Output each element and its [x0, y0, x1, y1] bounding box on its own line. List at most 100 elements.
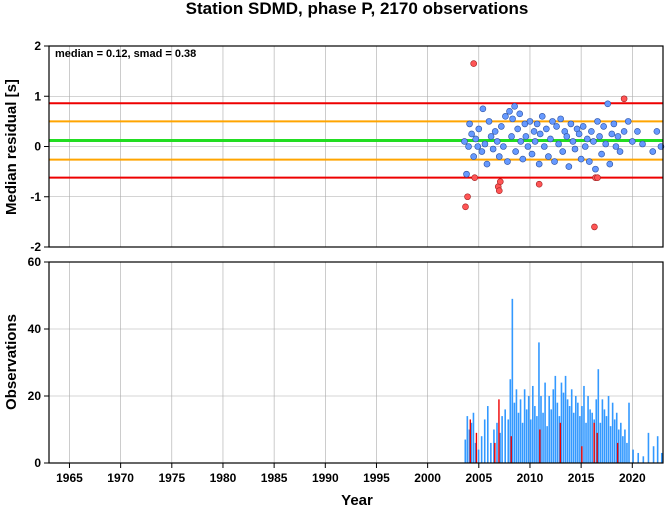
inlier-point	[583, 135, 591, 143]
inlier-point	[612, 143, 620, 150]
observation-bar	[511, 298, 514, 463]
outlier-point	[495, 187, 503, 195]
inlier-point	[543, 125, 550, 133]
observation-bar	[474, 442, 477, 463]
inlier-point	[491, 128, 499, 135]
x-tick-label: 2005	[465, 471, 492, 485]
observation-bar	[597, 369, 600, 463]
observation-bar	[624, 429, 626, 463]
observation-bar	[581, 406, 583, 463]
top-panel-reference-lines	[49, 102, 663, 179]
bottom-panel-bars	[464, 298, 663, 463]
observation-bar	[496, 422, 498, 463]
inlier-point	[466, 120, 473, 128]
observation-bar	[477, 449, 480, 463]
inlier-point	[509, 115, 516, 123]
inlier-point	[531, 138, 539, 145]
inlier-point	[485, 118, 493, 125]
inlier-point	[519, 155, 527, 163]
bottom-y-axis-label: Observations	[3, 314, 20, 410]
outlier-observation-bar	[510, 436, 512, 463]
observation-bar	[595, 399, 598, 463]
observation-bar	[480, 436, 483, 463]
inlier-point	[569, 138, 577, 145]
outlier-point	[462, 203, 469, 211]
inlier-point	[470, 153, 477, 160]
observation-bar	[542, 412, 544, 463]
observation-bar	[558, 416, 561, 463]
observation-bar	[468, 429, 471, 463]
observation-bar	[652, 446, 655, 463]
observation-bar	[570, 389, 573, 463]
observation-bar	[626, 442, 628, 463]
outlier-observation-bar	[559, 422, 562, 463]
observation-bar	[529, 419, 532, 463]
outlier-observation-bar	[593, 422, 595, 463]
observation-bar	[615, 412, 618, 463]
observation-bar	[599, 422, 602, 463]
observation-bar	[490, 442, 492, 463]
observation-bar	[579, 416, 581, 463]
observation-bar	[611, 402, 614, 463]
inlier-point	[506, 108, 513, 115]
observation-bar	[554, 375, 557, 463]
inlier-point	[649, 148, 657, 155]
top-y-tick-label: 2	[34, 39, 41, 53]
observation-bar	[493, 429, 495, 463]
observation-bar	[504, 409, 506, 463]
inlier-point	[653, 128, 661, 135]
top-y-tick-label: 0	[34, 140, 41, 154]
inlier-point	[563, 133, 571, 140]
outlier-observation-bar	[616, 442, 619, 463]
inlier-point	[586, 158, 593, 165]
inlier-point	[533, 120, 541, 128]
observation-bar	[620, 422, 622, 463]
x-tick-label: 1985	[261, 471, 288, 485]
inlier-point	[528, 150, 536, 158]
observation-bar	[628, 402, 630, 463]
observation-bar	[466, 416, 469, 463]
observation-bar	[519, 399, 522, 463]
inlier-point	[581, 143, 589, 150]
inlier-point	[474, 143, 482, 150]
inlier-point	[602, 140, 609, 148]
observation-bar	[601, 399, 604, 463]
inlier-point	[545, 153, 552, 160]
top-panel-grid	[49, 46, 663, 247]
bottom-y-tick-label: 0	[34, 456, 41, 470]
observation-bar	[472, 412, 475, 463]
inlier-point	[489, 145, 497, 153]
top-y-axis-label: Median residual [s]	[3, 79, 20, 215]
observation-bar	[546, 426, 548, 463]
inlier-point	[508, 133, 515, 140]
inlier-point	[487, 133, 495, 140]
outlier-point	[471, 174, 479, 181]
inlier-point	[468, 130, 475, 138]
inlier-point	[547, 135, 554, 143]
bottom-y-tick-label: 60	[28, 255, 42, 269]
observation-bar	[605, 416, 608, 463]
observation-bar	[568, 406, 571, 463]
x-tick-label: 1970	[107, 471, 134, 485]
inlier-point	[475, 125, 483, 133]
inlier-point	[478, 148, 486, 155]
inlier-point	[540, 143, 548, 150]
inlier-point	[465, 143, 472, 150]
inlier-point	[522, 133, 530, 140]
inlier-point	[614, 133, 622, 140]
inlier-point	[511, 103, 518, 110]
observation-bar	[572, 412, 575, 463]
observation-bar	[642, 456, 645, 463]
observation-bar	[560, 382, 563, 463]
bottom-panel-frame	[48, 261, 664, 464]
observation-bar	[515, 389, 518, 463]
inlier-point	[461, 138, 468, 145]
outlier-observation-bar	[475, 432, 478, 463]
observation-bar	[470, 422, 473, 463]
bottom-panel-grid	[49, 262, 663, 463]
x-tick-label: 2020	[619, 471, 646, 485]
observation-bar	[536, 416, 538, 463]
observation-bar	[632, 449, 634, 463]
inlier-point	[624, 118, 632, 125]
